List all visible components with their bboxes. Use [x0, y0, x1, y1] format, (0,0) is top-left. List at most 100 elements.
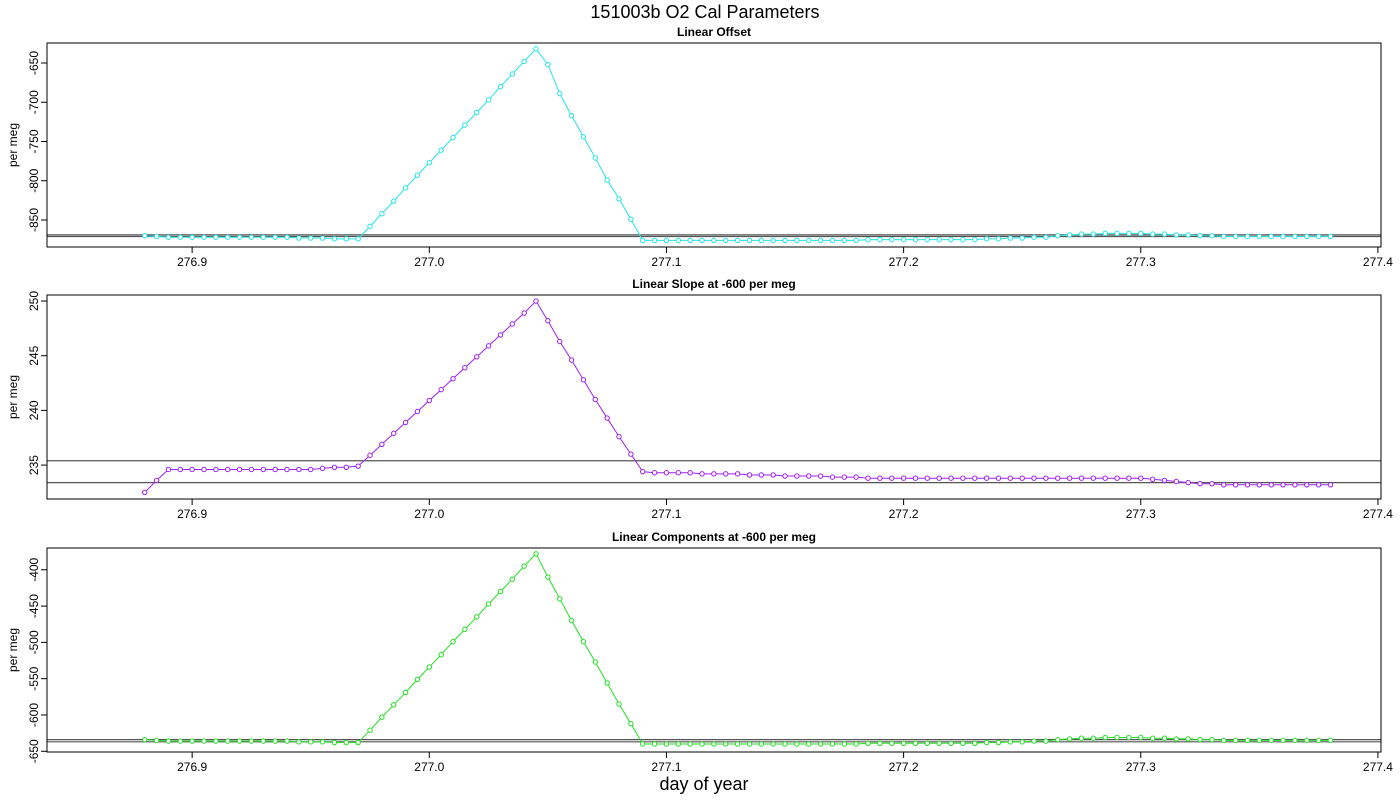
data-point	[343, 464, 349, 470]
data-point	[734, 471, 741, 477]
data-point	[924, 236, 931, 243]
data-point	[616, 433, 622, 440]
data-point	[1007, 475, 1014, 481]
data-point	[260, 738, 266, 744]
data-point	[213, 234, 219, 240]
data-point	[391, 198, 397, 204]
y-tick-label: 245	[27, 345, 41, 365]
data-point	[580, 638, 587, 645]
data-point	[1078, 475, 1085, 481]
data-point	[877, 236, 883, 243]
data-point	[533, 298, 539, 304]
data-point	[497, 588, 504, 595]
data-point	[1244, 233, 1251, 240]
data-point	[545, 318, 551, 324]
data-point	[758, 472, 765, 478]
data-point	[1114, 230, 1120, 237]
data-point	[889, 740, 895, 746]
data-point	[604, 680, 610, 686]
data-point	[142, 736, 148, 743]
data-point	[640, 468, 646, 475]
chart-title: 151003b O2 Cal Parameters	[590, 2, 819, 22]
data-point	[829, 474, 836, 480]
data-point	[924, 475, 931, 481]
data-point	[592, 396, 599, 403]
data-point	[355, 236, 361, 242]
y-tick-label: -750	[27, 129, 41, 153]
data-point	[770, 237, 776, 244]
data-point	[367, 727, 373, 733]
data-point	[142, 232, 148, 239]
data-point	[260, 466, 266, 473]
data-point	[189, 738, 195, 744]
data-point	[225, 738, 231, 744]
y-tick-label: -450	[27, 594, 41, 618]
data-point	[1102, 230, 1108, 237]
data-point	[1268, 482, 1274, 488]
data-point	[367, 452, 373, 458]
data-point	[1090, 231, 1097, 237]
data-point	[948, 236, 954, 243]
data-point	[960, 475, 966, 481]
data-point	[983, 739, 990, 746]
data-point	[972, 475, 978, 481]
data-point	[201, 466, 207, 473]
data-point	[817, 741, 824, 747]
data-point	[343, 236, 349, 242]
data-point	[248, 234, 255, 240]
data-point	[651, 470, 658, 476]
data-point	[711, 237, 717, 244]
series-line	[144, 300, 1331, 493]
data-point	[438, 147, 444, 153]
data-point	[236, 738, 243, 744]
data-point	[960, 236, 966, 243]
data-point	[319, 235, 326, 241]
data-point	[865, 740, 871, 746]
data-point	[438, 652, 444, 658]
data-point	[462, 122, 468, 128]
data-point	[331, 236, 338, 242]
data-point	[1043, 234, 1049, 240]
data-point	[296, 739, 302, 745]
data-point	[509, 71, 515, 77]
data-point	[1327, 233, 1334, 240]
data-point	[699, 741, 705, 747]
y-tick-label: -850	[27, 208, 41, 232]
series-line	[144, 552, 1331, 745]
data-point	[1019, 235, 1025, 241]
data-point	[723, 741, 729, 747]
data-point	[414, 408, 421, 415]
data-point	[687, 741, 693, 747]
data-point	[557, 90, 563, 97]
data-point	[604, 415, 610, 421]
data-point	[450, 375, 456, 382]
data-point	[865, 236, 871, 243]
data-point	[1173, 736, 1180, 742]
data-point	[509, 576, 515, 582]
data-point	[1066, 475, 1073, 481]
data-point	[474, 614, 480, 620]
data-point	[142, 489, 148, 496]
data-point	[201, 234, 207, 240]
data-point	[746, 237, 753, 244]
data-point	[1232, 482, 1239, 488]
data-point	[628, 451, 634, 457]
data-point	[1114, 734, 1120, 741]
x-tick-label: 277.2	[889, 507, 919, 521]
panel-title: Linear Offset	[677, 25, 751, 39]
data-point	[948, 740, 954, 746]
x-tick-label: 276.9	[177, 760, 207, 774]
data-point	[948, 475, 954, 481]
data-point	[1078, 735, 1085, 741]
data-point	[853, 474, 859, 480]
data-point	[663, 470, 670, 476]
data-point	[829, 237, 836, 244]
data-point	[900, 236, 907, 243]
data-point	[651, 237, 658, 244]
data-point	[248, 738, 255, 744]
data-point	[1102, 475, 1108, 481]
data-point	[225, 234, 231, 240]
data-point	[153, 233, 160, 240]
data-point	[1292, 737, 1298, 744]
data-point	[806, 741, 812, 747]
